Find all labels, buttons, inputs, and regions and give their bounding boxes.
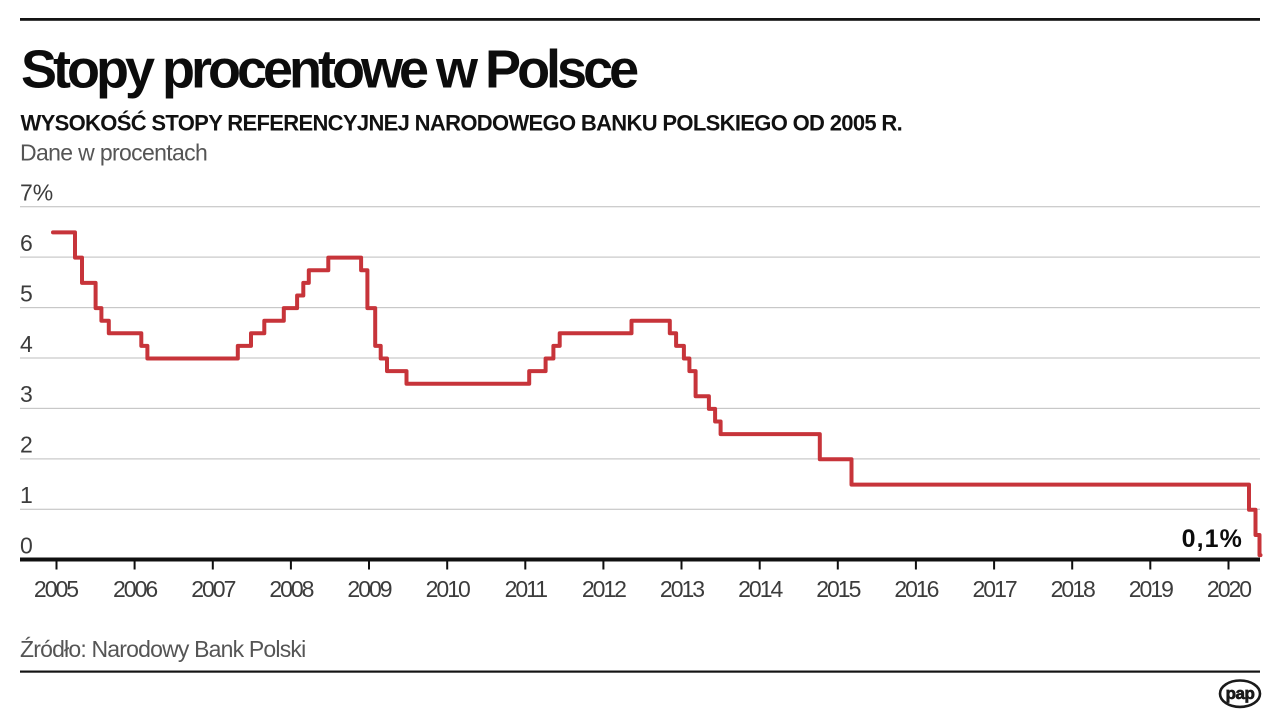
svg-text:pap: pap <box>1226 684 1255 703</box>
svg-text:0: 0 <box>20 533 33 559</box>
svg-text:7%: 7% <box>20 180 53 206</box>
svg-text:2008: 2008 <box>269 576 313 602</box>
svg-text:2009: 2009 <box>347 576 391 602</box>
svg-text:2010: 2010 <box>426 576 470 602</box>
svg-text:WYSOKOŚĆ STOPY REFERENCYJNEJ N: WYSOKOŚĆ STOPY REFERENCYJNEJ NARODOWEGO … <box>21 110 903 135</box>
svg-text:4: 4 <box>20 331 33 357</box>
svg-text:2017: 2017 <box>973 576 1017 602</box>
svg-text:2005: 2005 <box>34 576 78 602</box>
svg-text:Dane w procentach: Dane w procentach <box>20 140 207 166</box>
svg-text:2016: 2016 <box>894 576 938 602</box>
svg-text:0,1%: 0,1% <box>1182 525 1243 553</box>
svg-text:2011: 2011 <box>505 576 548 602</box>
svg-text:1: 1 <box>20 482 33 508</box>
svg-text:3: 3 <box>20 381 33 407</box>
svg-text:5: 5 <box>20 280 33 306</box>
svg-text:2007: 2007 <box>191 576 235 602</box>
svg-text:2012: 2012 <box>582 576 626 602</box>
svg-text:2020: 2020 <box>1207 576 1251 602</box>
svg-text:2015: 2015 <box>816 576 860 602</box>
svg-text:2018: 2018 <box>1051 576 1095 602</box>
svg-text:2: 2 <box>20 432 33 458</box>
svg-text:2013: 2013 <box>660 576 704 602</box>
svg-text:2006: 2006 <box>113 576 157 602</box>
svg-text:2014: 2014 <box>738 576 783 602</box>
svg-text:Stopy procentowe w Polsce: Stopy procentowe w Polsce <box>21 40 638 100</box>
svg-text:Źródło: Narodowy Bank Polski: Źródło: Narodowy Bank Polski <box>20 636 305 662</box>
svg-text:2019: 2019 <box>1129 576 1173 602</box>
svg-text:6: 6 <box>20 230 33 256</box>
